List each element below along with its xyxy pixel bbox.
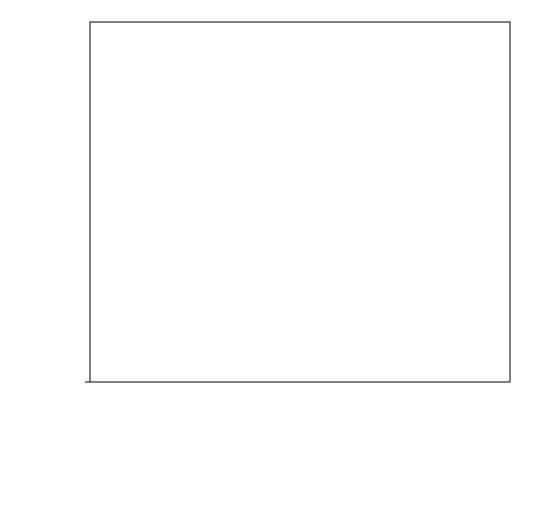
plot-frame (90, 22, 510, 382)
